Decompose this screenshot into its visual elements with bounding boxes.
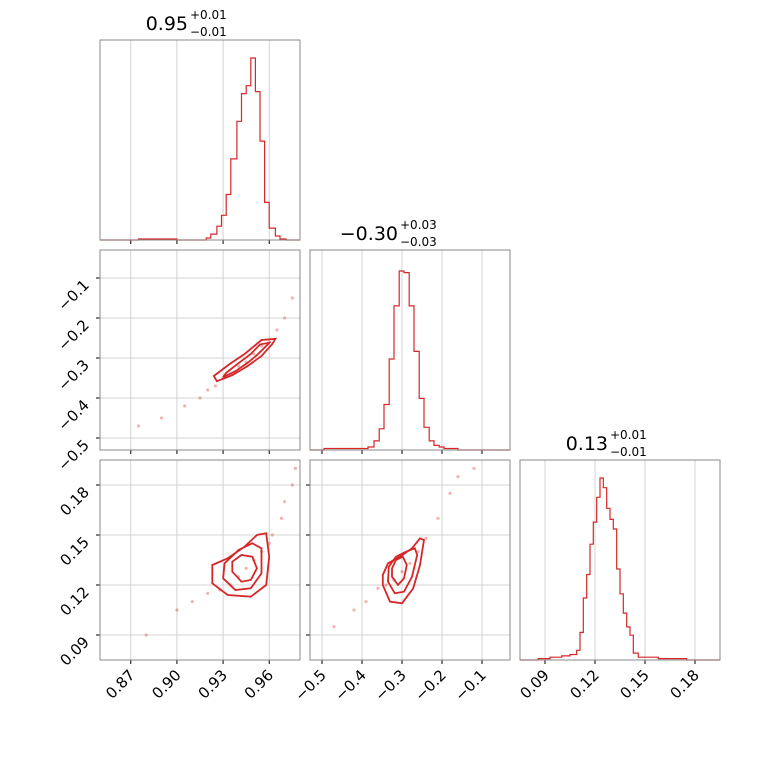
panel-title-1: −0.30 xyxy=(340,223,398,245)
x-tick-label: −0.1 xyxy=(451,666,489,704)
panel-title-minus-2: −0.01 xyxy=(610,445,647,459)
histogram-step xyxy=(100,57,300,241)
y-tick-label: −0.2 xyxy=(54,316,92,354)
hist-panel-0: 0.95 +0.01 −0.01 xyxy=(99,8,301,244)
contour-level xyxy=(381,537,425,605)
x-tick-label: 0.96 xyxy=(241,666,277,702)
y-tick-label: 0.09 xyxy=(56,633,92,669)
scatter-point xyxy=(283,316,287,320)
scatter-point xyxy=(456,475,460,479)
x-tick-label: −0.4 xyxy=(331,666,369,704)
scatter-point xyxy=(190,600,194,604)
panel-title-plus-2: +0.01 xyxy=(610,428,647,442)
y-tick-label: −0.3 xyxy=(54,356,92,394)
y-tick-label: 0.18 xyxy=(56,483,92,519)
panel-frame xyxy=(99,459,301,661)
scatter-point xyxy=(198,396,202,400)
x-tick-label: −0.3 xyxy=(371,666,409,704)
panel-title-0: 0.95 xyxy=(146,13,188,35)
panel-title-minus-0: −0.01 xyxy=(190,25,227,39)
x-tick-label: 0.87 xyxy=(102,666,138,702)
scatter-point xyxy=(206,388,210,392)
x-tick-label: 0.09 xyxy=(516,666,552,702)
scatter-point xyxy=(175,608,179,612)
scatter-point xyxy=(400,570,404,574)
scatter-point xyxy=(283,500,287,504)
x-tick-label: 0.93 xyxy=(195,666,231,702)
y-tick-label: −0.1 xyxy=(54,276,92,314)
histogram-step xyxy=(520,477,720,661)
panel-frame xyxy=(309,459,511,661)
x-tick-label: −0.2 xyxy=(411,666,449,704)
scatter-point xyxy=(206,591,210,595)
histogram-step xyxy=(310,270,510,451)
contour-level xyxy=(231,554,258,583)
panel-title-plus-0: +0.01 xyxy=(190,8,227,22)
scatter-point xyxy=(448,491,452,495)
scatter-point xyxy=(252,352,256,356)
scatter-point xyxy=(293,466,297,470)
contour-level xyxy=(211,532,271,598)
x-tick-label: 0.90 xyxy=(148,666,184,702)
scatter-panel-1 xyxy=(96,459,301,664)
scatter-point xyxy=(213,384,217,388)
scatter-point xyxy=(270,533,274,537)
scatter-point xyxy=(275,328,279,332)
x-tick-label: 0.18 xyxy=(666,666,702,702)
scatter-point xyxy=(236,364,241,368)
panel-title-plus-1: +0.03 xyxy=(400,218,437,232)
y-tick-label: −0.5 xyxy=(54,436,92,474)
scatter-point xyxy=(436,516,440,520)
scatter-point xyxy=(384,583,388,587)
panel-title-2: 0.13 xyxy=(566,433,608,455)
scatter-point xyxy=(244,566,248,570)
scatter-point xyxy=(352,608,356,612)
scatter-point xyxy=(144,633,148,637)
scatter-point xyxy=(183,404,187,408)
contour-level xyxy=(222,341,272,379)
scatter-panel-0 xyxy=(96,249,301,454)
contour-level xyxy=(391,555,408,587)
contour-level xyxy=(222,542,263,591)
x-tick-label: 0.12 xyxy=(566,666,602,702)
scatter-point xyxy=(424,536,428,540)
scatter-point xyxy=(408,561,412,565)
hist-panel-2: 0.13 +0.01 −0.01 xyxy=(519,428,721,664)
scatter-point xyxy=(472,466,476,470)
panel-frame xyxy=(519,459,721,661)
panel-frame xyxy=(309,249,511,451)
y-tick-label: −0.4 xyxy=(54,396,92,434)
scatter-point xyxy=(290,296,294,300)
y-tick-label: 0.15 xyxy=(56,533,92,569)
contour-level xyxy=(212,337,278,383)
scatter-panel-2 xyxy=(306,459,511,664)
x-tick-label: −0.5 xyxy=(291,666,329,704)
scatter-point xyxy=(159,416,164,420)
panel-frame xyxy=(99,39,301,241)
hist-panel-1: −0.30 +0.03 −0.03 xyxy=(309,218,511,454)
panel-frame xyxy=(99,249,301,451)
x-tick-label: 0.15 xyxy=(616,666,652,702)
scatter-point xyxy=(376,586,380,590)
scatter-point xyxy=(332,625,336,629)
scatter-point xyxy=(259,344,264,348)
scatter-point xyxy=(364,600,368,604)
panel-title-minus-1: −0.03 xyxy=(400,235,437,249)
scatter-point xyxy=(290,483,294,487)
scatter-point xyxy=(136,424,141,428)
scatter-point xyxy=(279,516,284,520)
y-tick-label: 0.12 xyxy=(56,583,92,619)
